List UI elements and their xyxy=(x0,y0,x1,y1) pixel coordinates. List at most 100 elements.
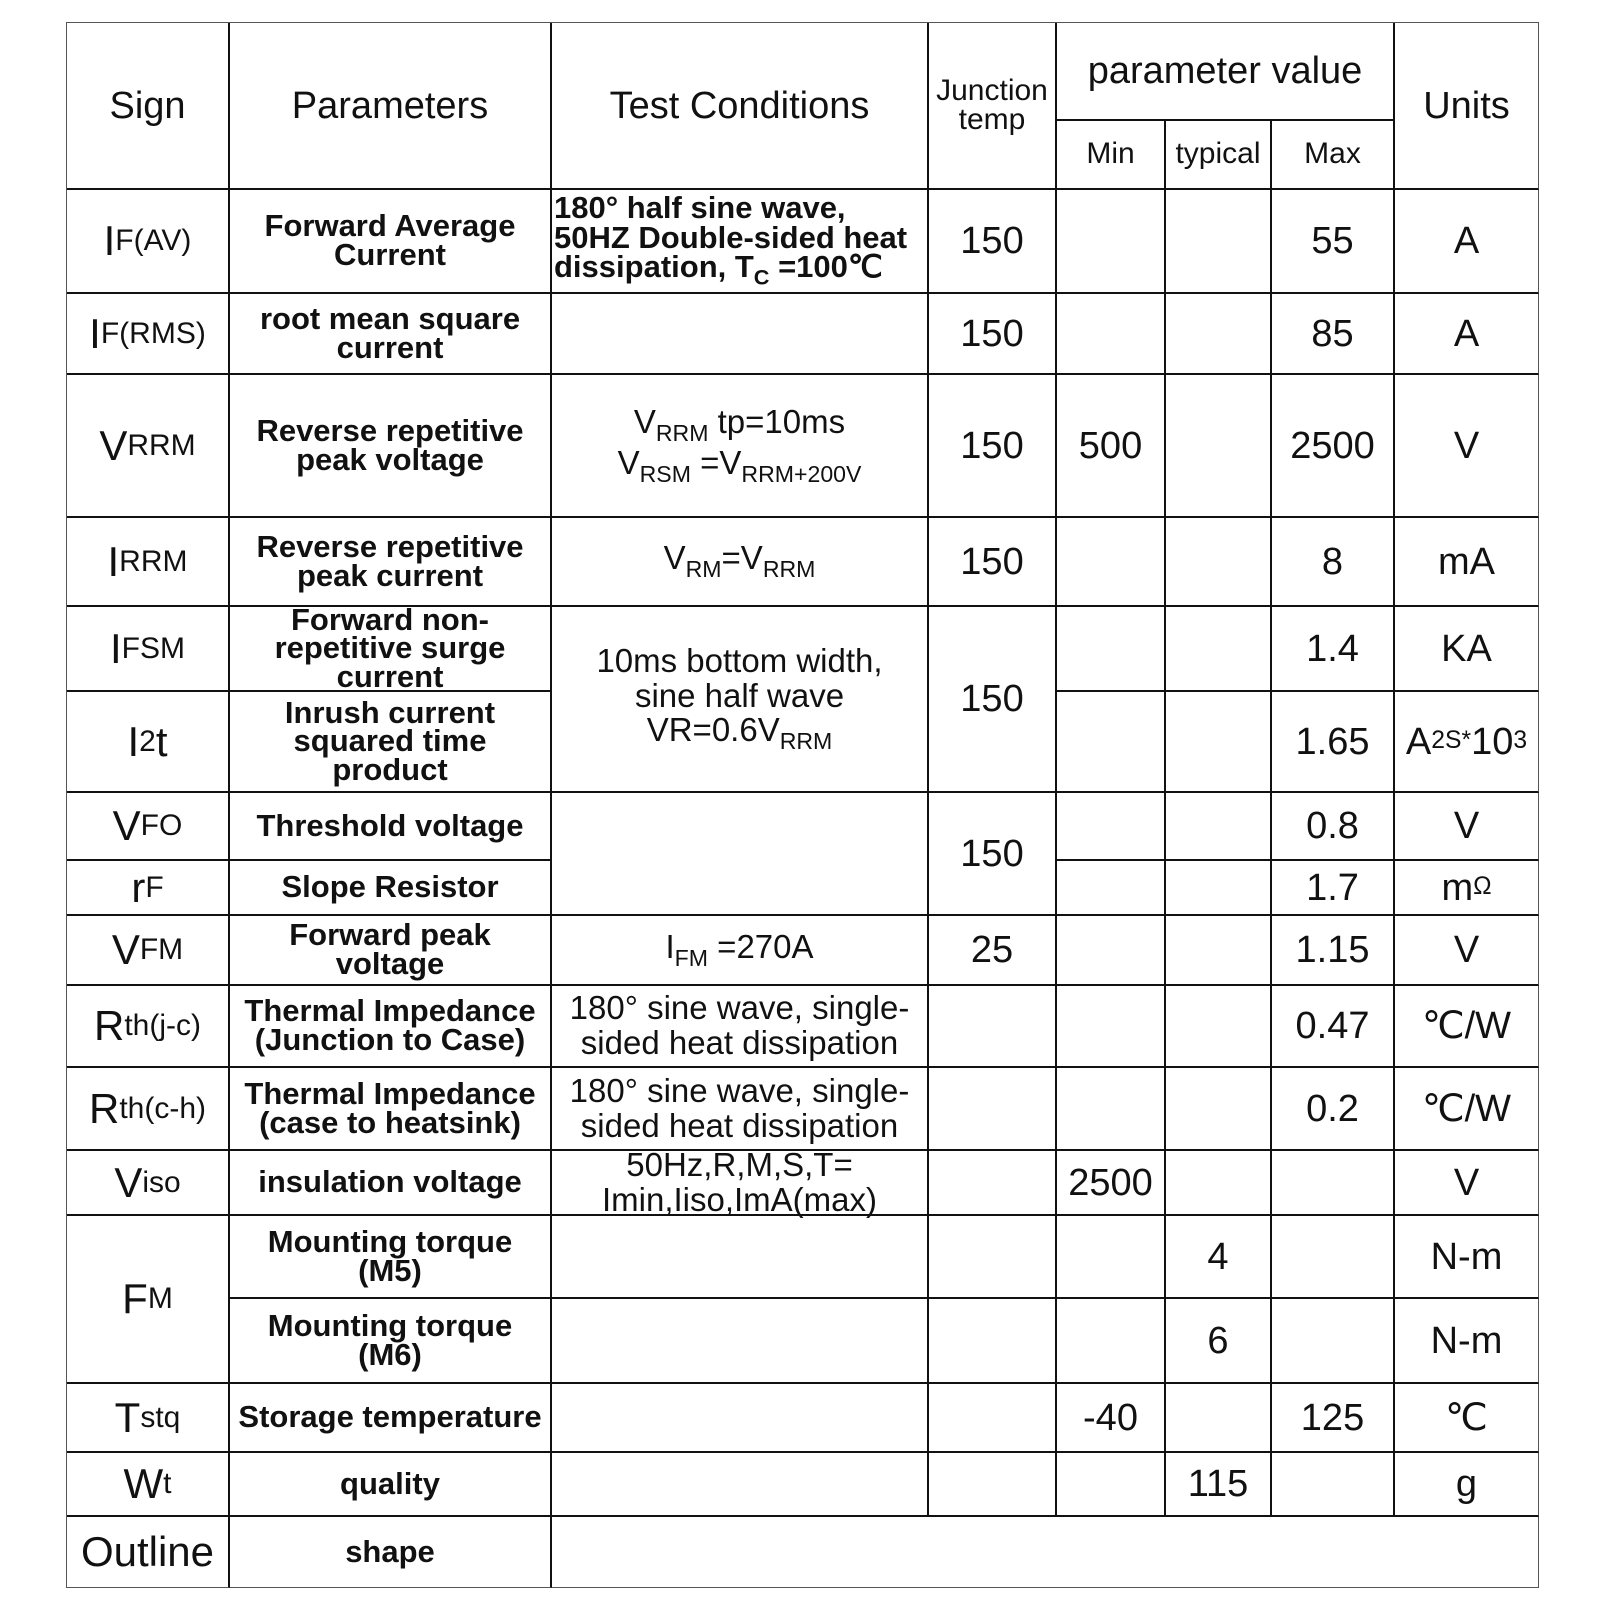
text: Reverse repetitive peak current xyxy=(256,528,524,593)
header-parameter-value: parameter value xyxy=(1057,23,1395,121)
min-cell xyxy=(1057,1216,1166,1299)
text: I xyxy=(110,624,122,672)
text: stq xyxy=(140,1400,181,1434)
text: 150 xyxy=(960,220,1024,262)
text: 8 xyxy=(1321,540,1344,583)
text: R xyxy=(94,1002,125,1049)
text: Mounting torque (M6) xyxy=(267,1307,513,1372)
text: iso xyxy=(142,1165,181,1199)
header-sign: Sign xyxy=(67,23,230,190)
text: 150 xyxy=(960,424,1024,467)
text: Forward peak voltage xyxy=(289,917,491,981)
text: V xyxy=(663,539,686,577)
outline-shape-cell xyxy=(552,1517,1539,1588)
parameter-cell: Forward non-repetitive surge current xyxy=(230,601,552,694)
unit-cell: A xyxy=(1395,190,1539,294)
typical-cell: 6 xyxy=(1166,1299,1272,1384)
typical-cell xyxy=(1166,986,1272,1068)
test-condition-cell: 180° half sine wave, 50HZ Double-sided he… xyxy=(552,190,929,294)
typical-cell xyxy=(1166,1151,1272,1216)
text: 150 xyxy=(960,312,1024,355)
min-cell xyxy=(1057,190,1166,294)
condition-line: Imin,Iiso,ImA(max) xyxy=(602,1182,877,1218)
test-condition-cell xyxy=(552,1384,929,1453)
min-cell xyxy=(1057,986,1166,1068)
condition-line: IFM =270A xyxy=(665,929,813,971)
text: 85 xyxy=(1311,312,1354,355)
text: 1.15 xyxy=(1295,929,1370,971)
text: M xyxy=(147,1282,173,1315)
parameter-cell: root mean square current xyxy=(230,294,552,375)
condition-line: VRRM tp=10ms xyxy=(618,404,862,445)
text: 150 xyxy=(960,540,1024,583)
max-cell: 55 xyxy=(1272,190,1395,294)
text: V xyxy=(1453,929,1480,971)
typical-cell xyxy=(1166,1068,1272,1151)
text: Threshold voltage xyxy=(256,807,524,843)
typical-cell: 4 xyxy=(1166,1216,1272,1299)
text: Thermal Impedance (case to heatsink) xyxy=(244,1075,536,1140)
text: RM xyxy=(685,556,722,583)
text: =V xyxy=(721,539,763,577)
unit-cell: V xyxy=(1395,916,1539,986)
text: V xyxy=(99,421,128,469)
text: Storage temperature xyxy=(238,1399,542,1435)
text: C xyxy=(753,264,770,290)
text: Min xyxy=(1086,137,1135,171)
parameter-cell: Threshold voltage xyxy=(230,793,552,861)
text: g xyxy=(1455,1463,1478,1505)
condition-line: 180° half sine wave, xyxy=(554,192,907,223)
specifications-table: Sign Parameters Test Conditions Junction tem… xyxy=(66,22,1539,1588)
text: KA xyxy=(1441,627,1492,670)
text: W xyxy=(123,1460,164,1507)
unit-cell: g xyxy=(1395,1453,1539,1517)
text: A xyxy=(1405,720,1432,763)
text: th(c-h) xyxy=(119,1091,207,1125)
typical-cell xyxy=(1166,518,1272,607)
text: 150 xyxy=(960,832,1024,875)
condition-line: 50Hz,R,M,S,T= xyxy=(602,1147,877,1183)
test-condition-cell: 180° sine wave, single-sided heat dissip… xyxy=(552,1068,929,1151)
test-condition-cell xyxy=(552,793,929,916)
text: FM xyxy=(674,944,708,971)
header-junction-temp: Junction temp xyxy=(929,23,1057,190)
condition-line: sided heat dissipation xyxy=(570,1025,910,1061)
text: Parameters xyxy=(291,84,489,127)
min-cell xyxy=(1057,692,1166,793)
text: t xyxy=(163,1467,172,1500)
text: sided heat dissipation xyxy=(580,1106,899,1144)
text: 4 xyxy=(1207,1235,1229,1278)
min-cell xyxy=(1057,916,1166,986)
text: RRM xyxy=(762,556,816,583)
header-max: Max xyxy=(1272,121,1395,190)
text: V xyxy=(112,802,141,849)
max-cell xyxy=(1272,1216,1395,1299)
max-cell xyxy=(1272,1151,1395,1216)
header-units: Units xyxy=(1395,23,1539,190)
min-cell: 2500 xyxy=(1057,1151,1166,1216)
typical-cell: 115 xyxy=(1166,1453,1272,1517)
parameter-cell: shape xyxy=(230,1517,552,1588)
text: T xyxy=(114,1393,141,1441)
text: Forward non-repetitive surge current xyxy=(274,601,506,694)
test-condition-cell xyxy=(552,294,929,375)
text: Outline xyxy=(80,1528,215,1575)
test-condition-cell: VRRM tp=10ms VRSM =VRRM+200V xyxy=(552,375,929,518)
parameter-cell: Forward Average Current xyxy=(230,190,552,294)
text: 55 xyxy=(1311,220,1354,262)
text: root mean square current xyxy=(259,300,521,365)
text: 10ms bottom width, xyxy=(596,642,883,680)
text: Slope Resistor xyxy=(281,869,499,905)
text: th(j-c) xyxy=(124,1009,201,1042)
text: F xyxy=(145,870,164,904)
junction-temp-cell xyxy=(929,1151,1057,1216)
min-cell: -40 xyxy=(1057,1384,1166,1453)
text: mA xyxy=(1438,540,1495,583)
min-cell xyxy=(1057,607,1166,692)
text: RRM xyxy=(119,544,188,578)
